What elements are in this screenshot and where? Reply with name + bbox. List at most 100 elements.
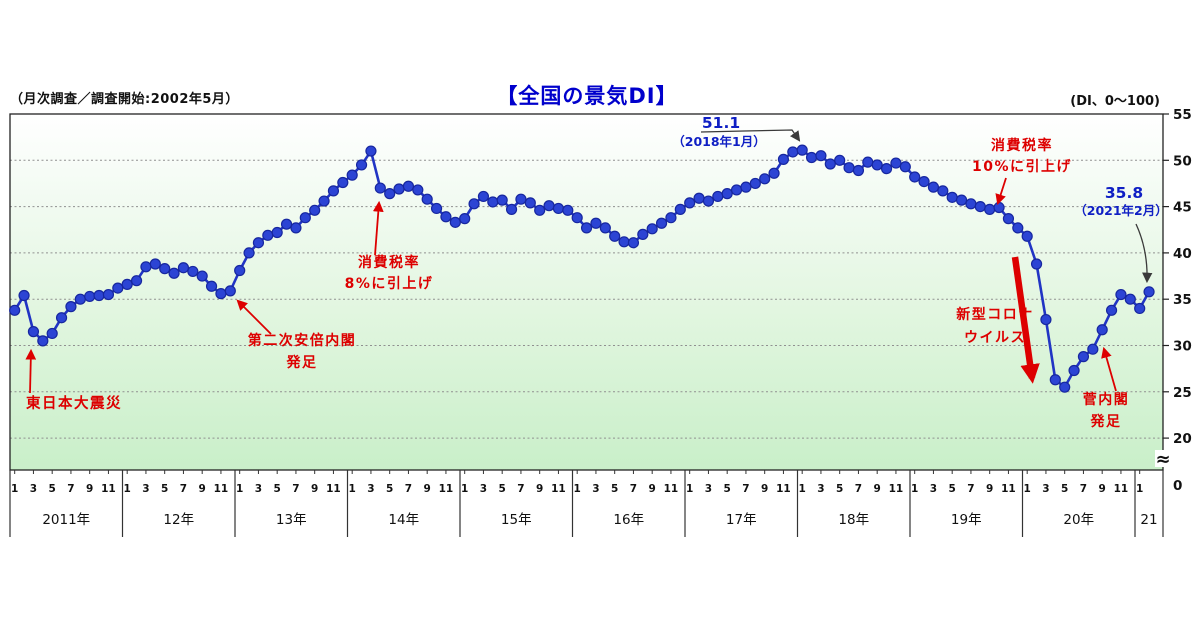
data-point (252, 237, 265, 249)
month-tick-label: 9 (1099, 483, 1106, 495)
data-point (534, 204, 546, 216)
data-point (674, 203, 686, 215)
data-point (327, 185, 340, 197)
data-point (871, 159, 883, 171)
month-tick-label: 3 (705, 483, 712, 495)
data-point (1030, 258, 1043, 270)
data-point (1068, 364, 1080, 377)
data-point (1087, 343, 1099, 355)
annotation-earthquake: 東日本大震災 (25, 348, 121, 412)
month-tick-label: 9 (311, 483, 318, 495)
month-tick-label: 9 (536, 483, 543, 495)
data-point (562, 204, 574, 216)
data-point (18, 289, 30, 302)
y-zero-label: 0 (1173, 478, 1182, 494)
data-point (393, 183, 405, 195)
month-tick-label: 5 (949, 483, 956, 495)
data-point (224, 285, 236, 297)
data-point (149, 258, 161, 270)
month-tick-label: 9 (649, 483, 656, 495)
year-label: 13年 (276, 512, 307, 528)
data-point (815, 150, 827, 162)
year-label: 2011年 (42, 512, 90, 528)
data-point (27, 326, 40, 338)
data-point (1105, 304, 1118, 316)
month-tick-label: 1 (236, 483, 243, 495)
data-point (880, 163, 893, 175)
month-tick-label: 7 (405, 483, 412, 495)
data-point (346, 169, 358, 181)
data-point (852, 164, 865, 177)
data-point (496, 194, 508, 206)
data-point (543, 200, 555, 212)
data-point (599, 222, 611, 234)
data-point (243, 247, 255, 259)
annotation-text: （2018年1月） (672, 134, 766, 149)
data-point (1077, 351, 1090, 363)
year-label: 21 (1140, 512, 1157, 528)
month-tick-label: 3 (592, 483, 599, 495)
data-point (365, 145, 377, 157)
year-label: 18年 (838, 512, 869, 528)
data-point (702, 195, 715, 207)
data-point (421, 193, 433, 205)
annotation-arrow (25, 348, 37, 394)
plot-border (9, 113, 1164, 471)
data-point (684, 197, 696, 209)
data-point (805, 151, 818, 164)
gridlines (10, 159, 1163, 439)
annotation-text: 第二次安倍内閣 (248, 332, 357, 349)
y-tick-label: 20 (1173, 431, 1192, 447)
year-label: 14年 (388, 512, 419, 528)
data-point (909, 171, 921, 183)
data-point (712, 190, 724, 203)
data-point (899, 161, 911, 173)
data-point (215, 288, 227, 300)
data-point (637, 228, 649, 240)
month-tick-label: 11 (101, 483, 116, 495)
month-tick-label: 9 (986, 483, 993, 495)
annotation-tax8: 消費税率 8%に引上げ (345, 200, 432, 292)
data-point (112, 282, 124, 294)
data-point (487, 196, 499, 208)
data-point (280, 218, 293, 230)
month-tick-label: 7 (1080, 483, 1087, 495)
data-point (102, 288, 115, 301)
month-tick-label: 1 (11, 483, 18, 495)
data-point (646, 223, 658, 235)
data-point (384, 188, 396, 200)
y-tick-label: 40 (1173, 246, 1192, 262)
annotation-text: 消費税率 (991, 137, 1053, 154)
year-label: 17年 (726, 512, 757, 528)
month-tick-label: 5 (499, 483, 506, 495)
data-point (1002, 213, 1015, 225)
month-tick-label: 5 (836, 483, 843, 495)
data-point (84, 290, 96, 303)
data-point (177, 262, 190, 274)
data-point (974, 201, 986, 213)
data-point (205, 280, 218, 292)
month-tick-label: 3 (255, 483, 262, 495)
year-label: 16年 (613, 512, 644, 528)
annotation-arrow (372, 200, 384, 256)
month-tick-label: 5 (611, 483, 618, 495)
month-tick-label: 11 (776, 483, 791, 495)
data-point (374, 182, 386, 194)
annotation-text: 10%に引上げ (972, 159, 1072, 175)
month-tick-label: 1 (1136, 483, 1143, 495)
month-tick-label: 5 (724, 483, 731, 495)
data-point (627, 237, 640, 249)
data-point (1096, 324, 1108, 336)
data-point (824, 158, 836, 170)
data-point (93, 289, 105, 302)
data-point (1115, 288, 1127, 301)
month-tick-label: 5 (386, 483, 393, 495)
month-tick-label: 9 (761, 483, 768, 495)
data-point (37, 335, 49, 347)
month-tick-label: 1 (574, 483, 581, 495)
data-point (168, 267, 180, 279)
data-point (46, 327, 58, 340)
data-point (946, 191, 958, 203)
